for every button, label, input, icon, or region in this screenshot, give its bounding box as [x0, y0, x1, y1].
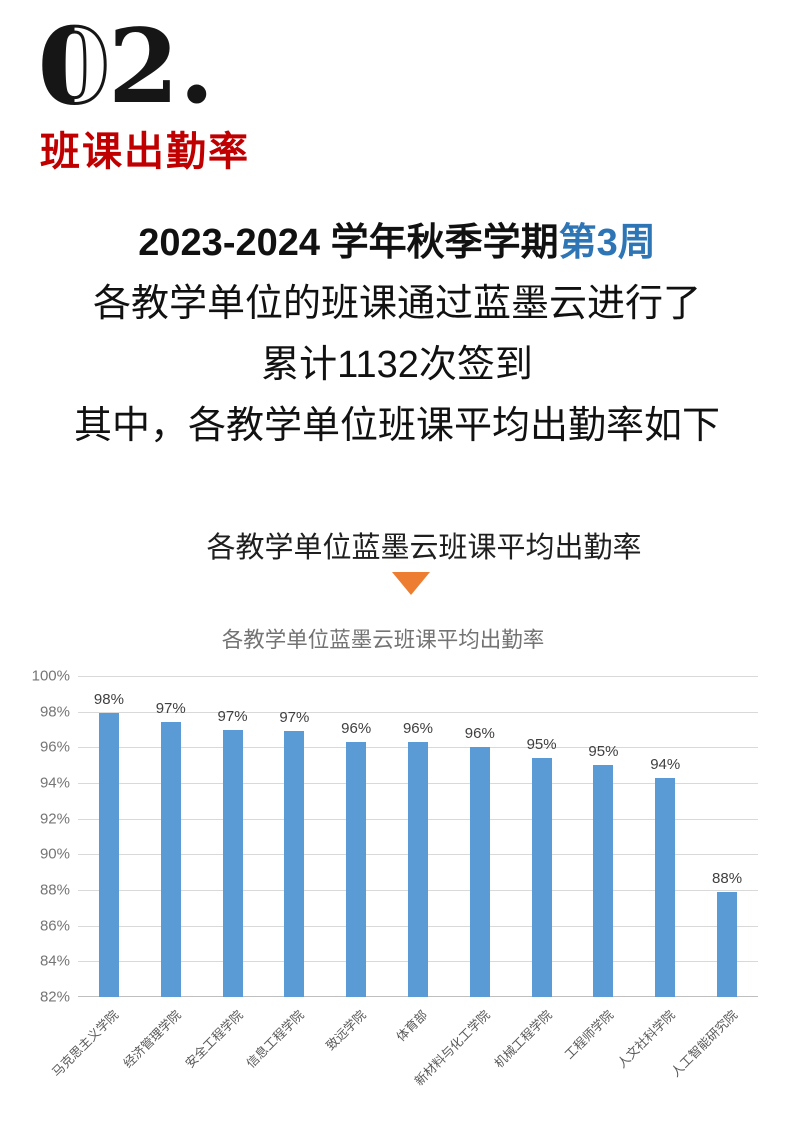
y-tick-label: 92% — [39, 810, 70, 828]
bar-value-label: 97% — [155, 700, 186, 718]
x-category-label: 工程师学院 — [562, 1007, 617, 1062]
bar — [284, 731, 305, 997]
bar — [717, 891, 738, 997]
y-tick-label: 86% — [39, 917, 70, 935]
gridline — [78, 711, 758, 713]
chart-title: 各教学单位蓝墨云班课平均出勤率 — [221, 628, 545, 652]
y-tick-label: 94% — [39, 774, 70, 792]
x-category-label: 致远学院 — [323, 1007, 369, 1054]
intro-line-3: 累计1132次签到 — [261, 344, 533, 386]
down-triangle-icon — [392, 572, 430, 595]
intro-line-1-black: 2023-2024 学年秋季学期 — [138, 222, 559, 264]
bar-slot: 98% 马克思主义学院 — [50, 676, 140, 1079]
x-category-label: 信息工程学院 — [244, 1007, 308, 1071]
x-category-label: 马克思主义学院 — [49, 1007, 122, 1080]
y-tick-label: 100% — [31, 667, 70, 685]
bar-value-label: 88% — [712, 869, 743, 887]
bar-value-label: 98% — [93, 691, 124, 709]
x-category-label: 体育部 — [394, 1007, 431, 1045]
y-tick-label: 98% — [39, 703, 70, 721]
x-category-label: 经济管理学院 — [120, 1007, 184, 1071]
bar-value-label: 95% — [526, 736, 557, 754]
intro-line-2: 各教学单位的班课通过蓝墨云进行了 — [92, 283, 701, 325]
bar-slot: 88% 人工智能研究院 — [668, 676, 758, 1080]
x-category-label: 人文社科学院 — [615, 1007, 678, 1071]
chart-heading: 各教学单位蓝墨云班课平均出勤率 — [206, 532, 642, 564]
section-number: 0 2. — [38, 10, 215, 125]
bar — [160, 722, 181, 997]
bar-value-label: 97% — [217, 707, 248, 725]
bar-slot: 95% 工程师学院 — [562, 676, 635, 1062]
bar-value-label: 96% — [464, 725, 495, 743]
y-tick-label: 96% — [39, 738, 70, 756]
bar — [531, 758, 552, 997]
intro-line-1-week-highlight: 第3周 — [558, 222, 656, 264]
bar — [222, 729, 243, 997]
section-number-zero: 0 — [39, 10, 110, 125]
bar-value-label: 96% — [402, 719, 433, 737]
y-tick-label: 84% — [39, 952, 70, 970]
bar — [469, 747, 490, 997]
bar-value-label: 96% — [341, 719, 372, 737]
bar-value-label: 97% — [279, 709, 310, 727]
y-tick-label: 90% — [39, 845, 70, 863]
bar-slot: 97% 经济管理学院 — [121, 676, 202, 1070]
bar — [98, 713, 119, 997]
bar — [407, 741, 428, 997]
bar-value-label: 95% — [588, 743, 619, 761]
bar — [346, 741, 367, 997]
bar — [593, 765, 614, 997]
intro-line-4: 其中，各教学单位班课平均出勤率如下 — [73, 405, 720, 447]
y-tick-label: 82% — [39, 988, 70, 1006]
intro-paragraph: 2023-2024 学年秋季学期第3周 各教学单位的班课通过蓝墨云进行了 累计1… — [0, 213, 794, 457]
section-number-rest: 2. — [108, 10, 214, 125]
bar — [655, 777, 676, 997]
bar-slot: 94% 人文社科学院 — [615, 676, 696, 1071]
bar-slots: 98% 马克思主义学院 97% 经济管理学院 97% 安全工程学院 97% 信息工程学院 96%… — [50, 676, 758, 1088]
x-category-label: 机械工程学院 — [491, 1007, 555, 1071]
bar-slot: 97% 信息工程学院 — [244, 676, 325, 1070]
intro-line-1: 2023-2024 学年秋季学期第3周 — [0, 213, 794, 274]
y-tick-label: 88% — [39, 881, 70, 899]
bar-value-label: 94% — [650, 755, 681, 773]
x-category-label: 安全工程学院 — [182, 1007, 246, 1071]
section-title: 班课出勤率 — [40, 130, 250, 174]
bar-slot: 96% 新材料与化工学院 — [412, 676, 511, 1088]
bar-slot: 95% 机械工程学院 — [491, 676, 573, 1071]
bar-slot: 96% 致远学院 — [324, 676, 387, 1053]
gridline — [78, 676, 758, 677]
bar-slot: 96% 体育部 — [387, 676, 449, 1044]
plot-area: 100% 98% 96% 94% 92% 90% 88% 86% 84% 82% 98% 马克思主义学… — [32, 668, 758, 1088]
bar-slot: 97% 安全工程学院 — [182, 676, 264, 1071]
